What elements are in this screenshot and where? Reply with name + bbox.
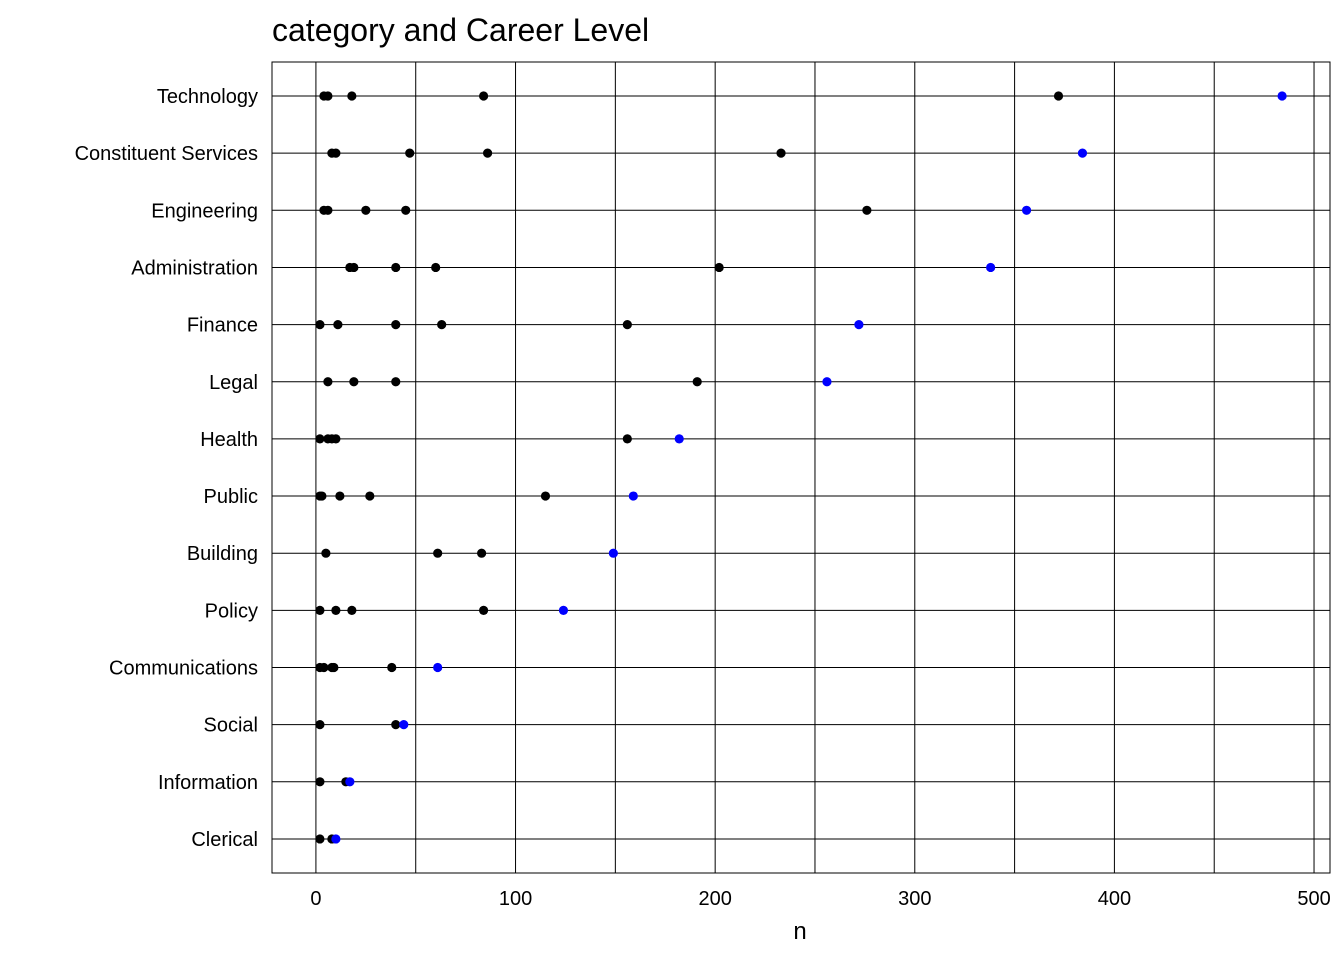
data-point: [1053, 91, 1064, 101]
data-point: [387, 662, 397, 673]
x-tick-label: 0: [310, 888, 321, 910]
data-point-max: [628, 491, 638, 501]
data-point: [431, 262, 441, 273]
data-point: [315, 434, 325, 444]
x-tick-label: 100: [499, 888, 532, 910]
data-point: [776, 148, 786, 158]
data-point: [482, 148, 493, 158]
data-point-max: [608, 548, 618, 558]
y-tick-label: Building: [187, 543, 258, 565]
data-point: [323, 377, 333, 387]
data-point: [540, 491, 551, 501]
data-point: [714, 262, 724, 273]
x-tick-label: 400: [1098, 888, 1131, 910]
data-point-max: [854, 320, 864, 330]
y-tick-label: Finance: [187, 315, 258, 337]
data-point: [622, 320, 632, 330]
data-point-max: [399, 720, 409, 730]
y-axis-tick-labels: Technology Constituent Services Engineerin…: [75, 86, 258, 851]
y-tick-label: Policy: [205, 600, 258, 622]
y-tick-label: Constituent Services: [75, 143, 258, 165]
y-tick-label: Social: [204, 715, 258, 737]
data-point: [331, 148, 341, 158]
data-point: [477, 548, 487, 558]
y-tick-label: Technology: [157, 86, 258, 108]
data-point-max: [558, 605, 569, 615]
x-axis-tick-labels: 0 100 200 300 400 500: [310, 888, 1330, 910]
data-point: [347, 605, 357, 615]
data-point: [315, 834, 325, 844]
data-point: [479, 605, 489, 615]
data-point: [391, 262, 401, 273]
data-point: [437, 320, 447, 330]
x-tick-label: 300: [898, 888, 931, 910]
data-point: [333, 320, 343, 330]
data-point-max: [1077, 148, 1088, 158]
y-tick-label: Engineering: [151, 200, 258, 222]
data-point-max: [331, 834, 341, 844]
data-point: [862, 205, 872, 215]
data-point: [361, 205, 371, 215]
data-point: [365, 491, 375, 501]
data-point: [331, 605, 341, 615]
chart-title: category and Career Level: [272, 12, 649, 48]
data-point: [391, 320, 401, 330]
y-tick-label: Information: [158, 772, 258, 794]
data-point: [331, 434, 341, 444]
data-point: [315, 605, 325, 615]
data-point-max: [986, 262, 996, 273]
y-tick-label: Communications: [109, 658, 258, 680]
x-tick-label: 500: [1297, 888, 1330, 910]
grid-lines: [271, 61, 1331, 874]
panel-border: [271, 61, 1331, 874]
data-point: [329, 662, 339, 673]
data-point-max: [674, 434, 684, 444]
data-point: [349, 377, 359, 387]
data-point: [323, 205, 333, 215]
y-tick-label: Clerical: [191, 829, 258, 851]
data-point: [391, 377, 401, 387]
data-point: [347, 91, 357, 101]
y-tick-label: Administration: [131, 257, 258, 279]
data-point: [479, 91, 489, 101]
data-point-max: [822, 377, 832, 387]
data-point-max: [433, 662, 443, 673]
data-point: [315, 777, 325, 787]
data-point-max: [345, 777, 355, 787]
data-point: [405, 148, 415, 158]
data-point: [349, 262, 359, 273]
x-axis-title: n: [793, 918, 806, 945]
data-points: [315, 91, 1287, 844]
data-point: [335, 491, 345, 501]
data-point: [315, 720, 325, 730]
data-point: [315, 320, 325, 330]
data-point: [323, 91, 333, 101]
y-tick-label: Public: [204, 486, 258, 508]
y-tick-label: Health: [200, 429, 258, 451]
data-point: [321, 548, 331, 558]
data-point: [401, 205, 411, 215]
data-point: [391, 720, 401, 730]
data-point-max: [1021, 205, 1032, 215]
data-point: [433, 548, 443, 558]
data-point: [317, 491, 327, 501]
x-tick-label: 200: [698, 888, 731, 910]
y-tick-label: Legal: [209, 372, 258, 394]
data-point: [692, 377, 702, 387]
data-point: [319, 662, 329, 673]
data-point-max: [1277, 91, 1287, 101]
data-point: [622, 434, 632, 444]
